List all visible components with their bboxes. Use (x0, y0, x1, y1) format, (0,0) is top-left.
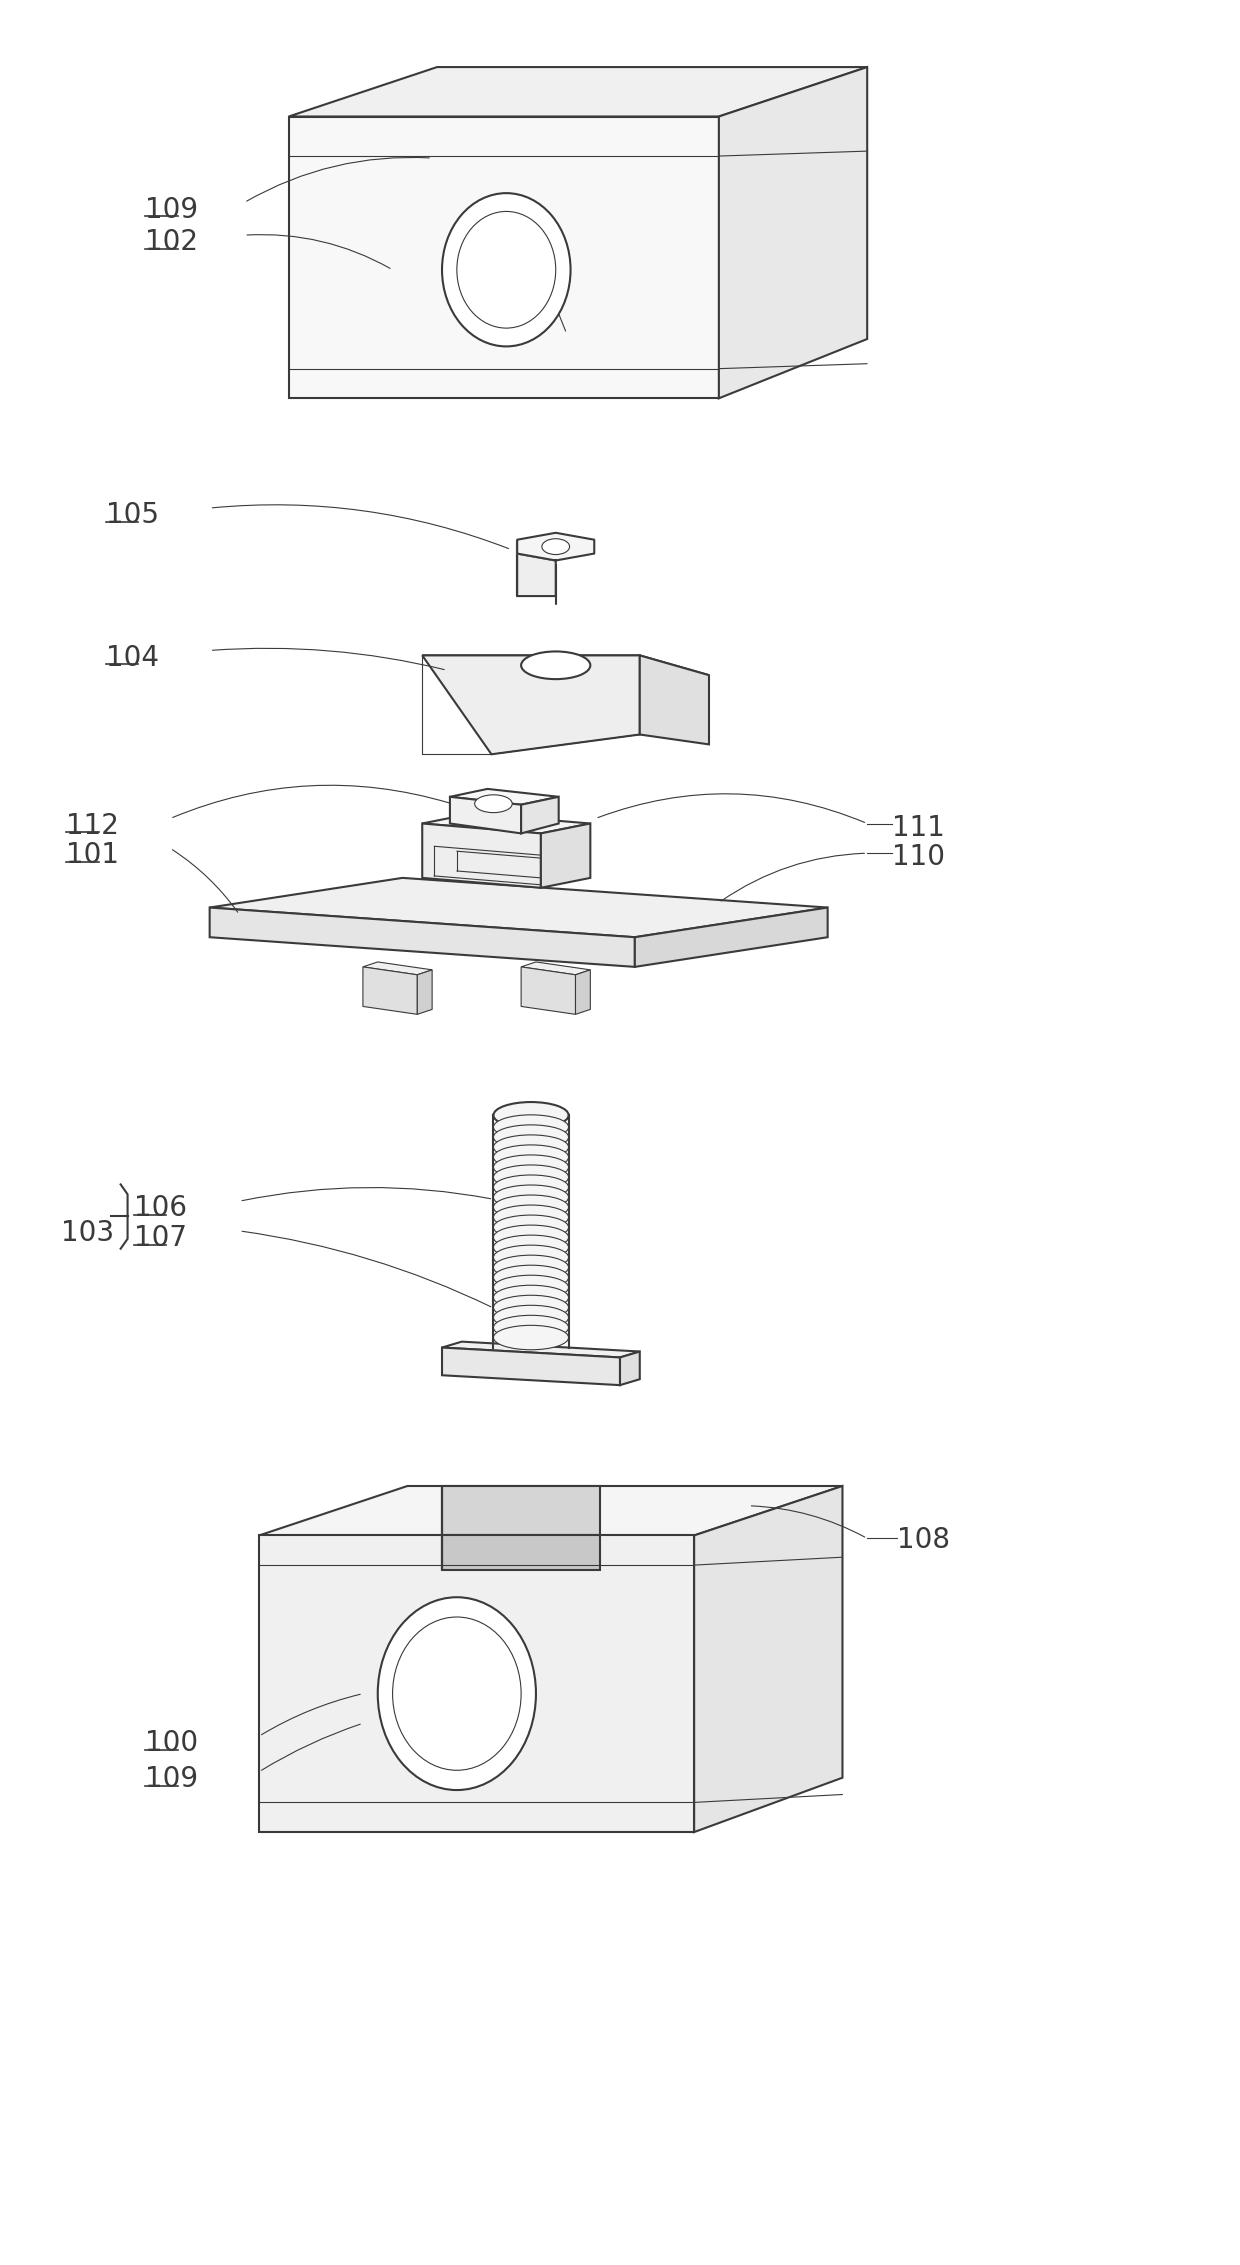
Ellipse shape (494, 1255, 569, 1280)
Ellipse shape (494, 1305, 569, 1330)
Ellipse shape (494, 1126, 569, 1148)
Polygon shape (441, 1536, 600, 1570)
Polygon shape (423, 655, 709, 675)
FancyArrowPatch shape (172, 786, 449, 818)
Ellipse shape (494, 1316, 569, 1339)
FancyArrowPatch shape (242, 1232, 491, 1307)
Ellipse shape (494, 1196, 569, 1219)
Polygon shape (450, 797, 521, 834)
Polygon shape (289, 68, 867, 116)
Ellipse shape (494, 1234, 569, 1259)
Text: 111: 111 (892, 813, 945, 843)
Text: 101: 101 (66, 840, 119, 870)
Polygon shape (423, 824, 541, 888)
Polygon shape (418, 969, 432, 1015)
Polygon shape (423, 813, 590, 834)
Ellipse shape (494, 1296, 569, 1320)
Text: 104: 104 (105, 643, 159, 670)
FancyArrowPatch shape (212, 648, 444, 670)
Ellipse shape (494, 1205, 569, 1230)
Polygon shape (517, 553, 556, 596)
Ellipse shape (378, 1597, 536, 1789)
Ellipse shape (441, 193, 570, 347)
Text: 100: 100 (145, 1728, 198, 1758)
Ellipse shape (494, 1114, 569, 1139)
Ellipse shape (494, 1275, 569, 1300)
Polygon shape (441, 1486, 600, 1536)
Polygon shape (363, 963, 432, 974)
Polygon shape (694, 1486, 842, 1832)
Ellipse shape (456, 211, 556, 328)
Text: 108: 108 (897, 1527, 950, 1554)
Polygon shape (541, 824, 590, 888)
Polygon shape (259, 1536, 694, 1832)
Ellipse shape (542, 539, 569, 555)
Ellipse shape (494, 1284, 569, 1309)
Ellipse shape (494, 1103, 569, 1128)
Polygon shape (441, 1341, 640, 1357)
Polygon shape (363, 967, 418, 1015)
FancyArrowPatch shape (212, 505, 508, 548)
Ellipse shape (494, 1176, 569, 1200)
FancyArrowPatch shape (722, 854, 864, 901)
Ellipse shape (494, 1225, 569, 1250)
Polygon shape (517, 532, 594, 559)
Polygon shape (521, 963, 590, 974)
FancyArrowPatch shape (262, 1724, 361, 1771)
Polygon shape (450, 788, 559, 804)
Polygon shape (521, 967, 575, 1015)
Polygon shape (210, 908, 635, 967)
FancyArrowPatch shape (247, 236, 391, 270)
FancyArrowPatch shape (262, 1694, 360, 1735)
Text: 106: 106 (134, 1194, 186, 1223)
FancyArrowPatch shape (751, 1506, 864, 1538)
Text: 107: 107 (134, 1223, 186, 1253)
Text: 110: 110 (892, 843, 945, 872)
Ellipse shape (494, 1144, 569, 1169)
Text: 109: 109 (145, 195, 198, 224)
Text: 109: 109 (145, 1764, 198, 1794)
Ellipse shape (494, 1164, 569, 1189)
Polygon shape (640, 655, 709, 745)
Ellipse shape (494, 1325, 569, 1350)
Polygon shape (289, 116, 719, 399)
Ellipse shape (494, 1214, 569, 1239)
Ellipse shape (494, 1155, 569, 1180)
Polygon shape (635, 908, 827, 967)
Polygon shape (521, 797, 559, 834)
Polygon shape (441, 1348, 620, 1386)
Text: 112: 112 (66, 811, 119, 840)
Ellipse shape (494, 1246, 569, 1271)
Text: 105: 105 (105, 501, 159, 530)
Polygon shape (423, 655, 640, 754)
FancyArrowPatch shape (172, 849, 238, 913)
FancyArrowPatch shape (247, 156, 429, 202)
FancyArrowPatch shape (598, 793, 864, 822)
Ellipse shape (494, 1266, 569, 1289)
Polygon shape (259, 1486, 842, 1536)
Ellipse shape (494, 1135, 569, 1160)
Ellipse shape (494, 1185, 569, 1210)
Polygon shape (620, 1352, 640, 1386)
Text: 102: 102 (145, 229, 198, 256)
Polygon shape (210, 879, 827, 938)
Ellipse shape (393, 1617, 521, 1771)
Text: 103: 103 (61, 1219, 114, 1248)
Polygon shape (719, 68, 867, 399)
Polygon shape (575, 969, 590, 1015)
FancyArrowPatch shape (242, 1187, 491, 1200)
Ellipse shape (521, 652, 590, 680)
Ellipse shape (475, 795, 512, 813)
